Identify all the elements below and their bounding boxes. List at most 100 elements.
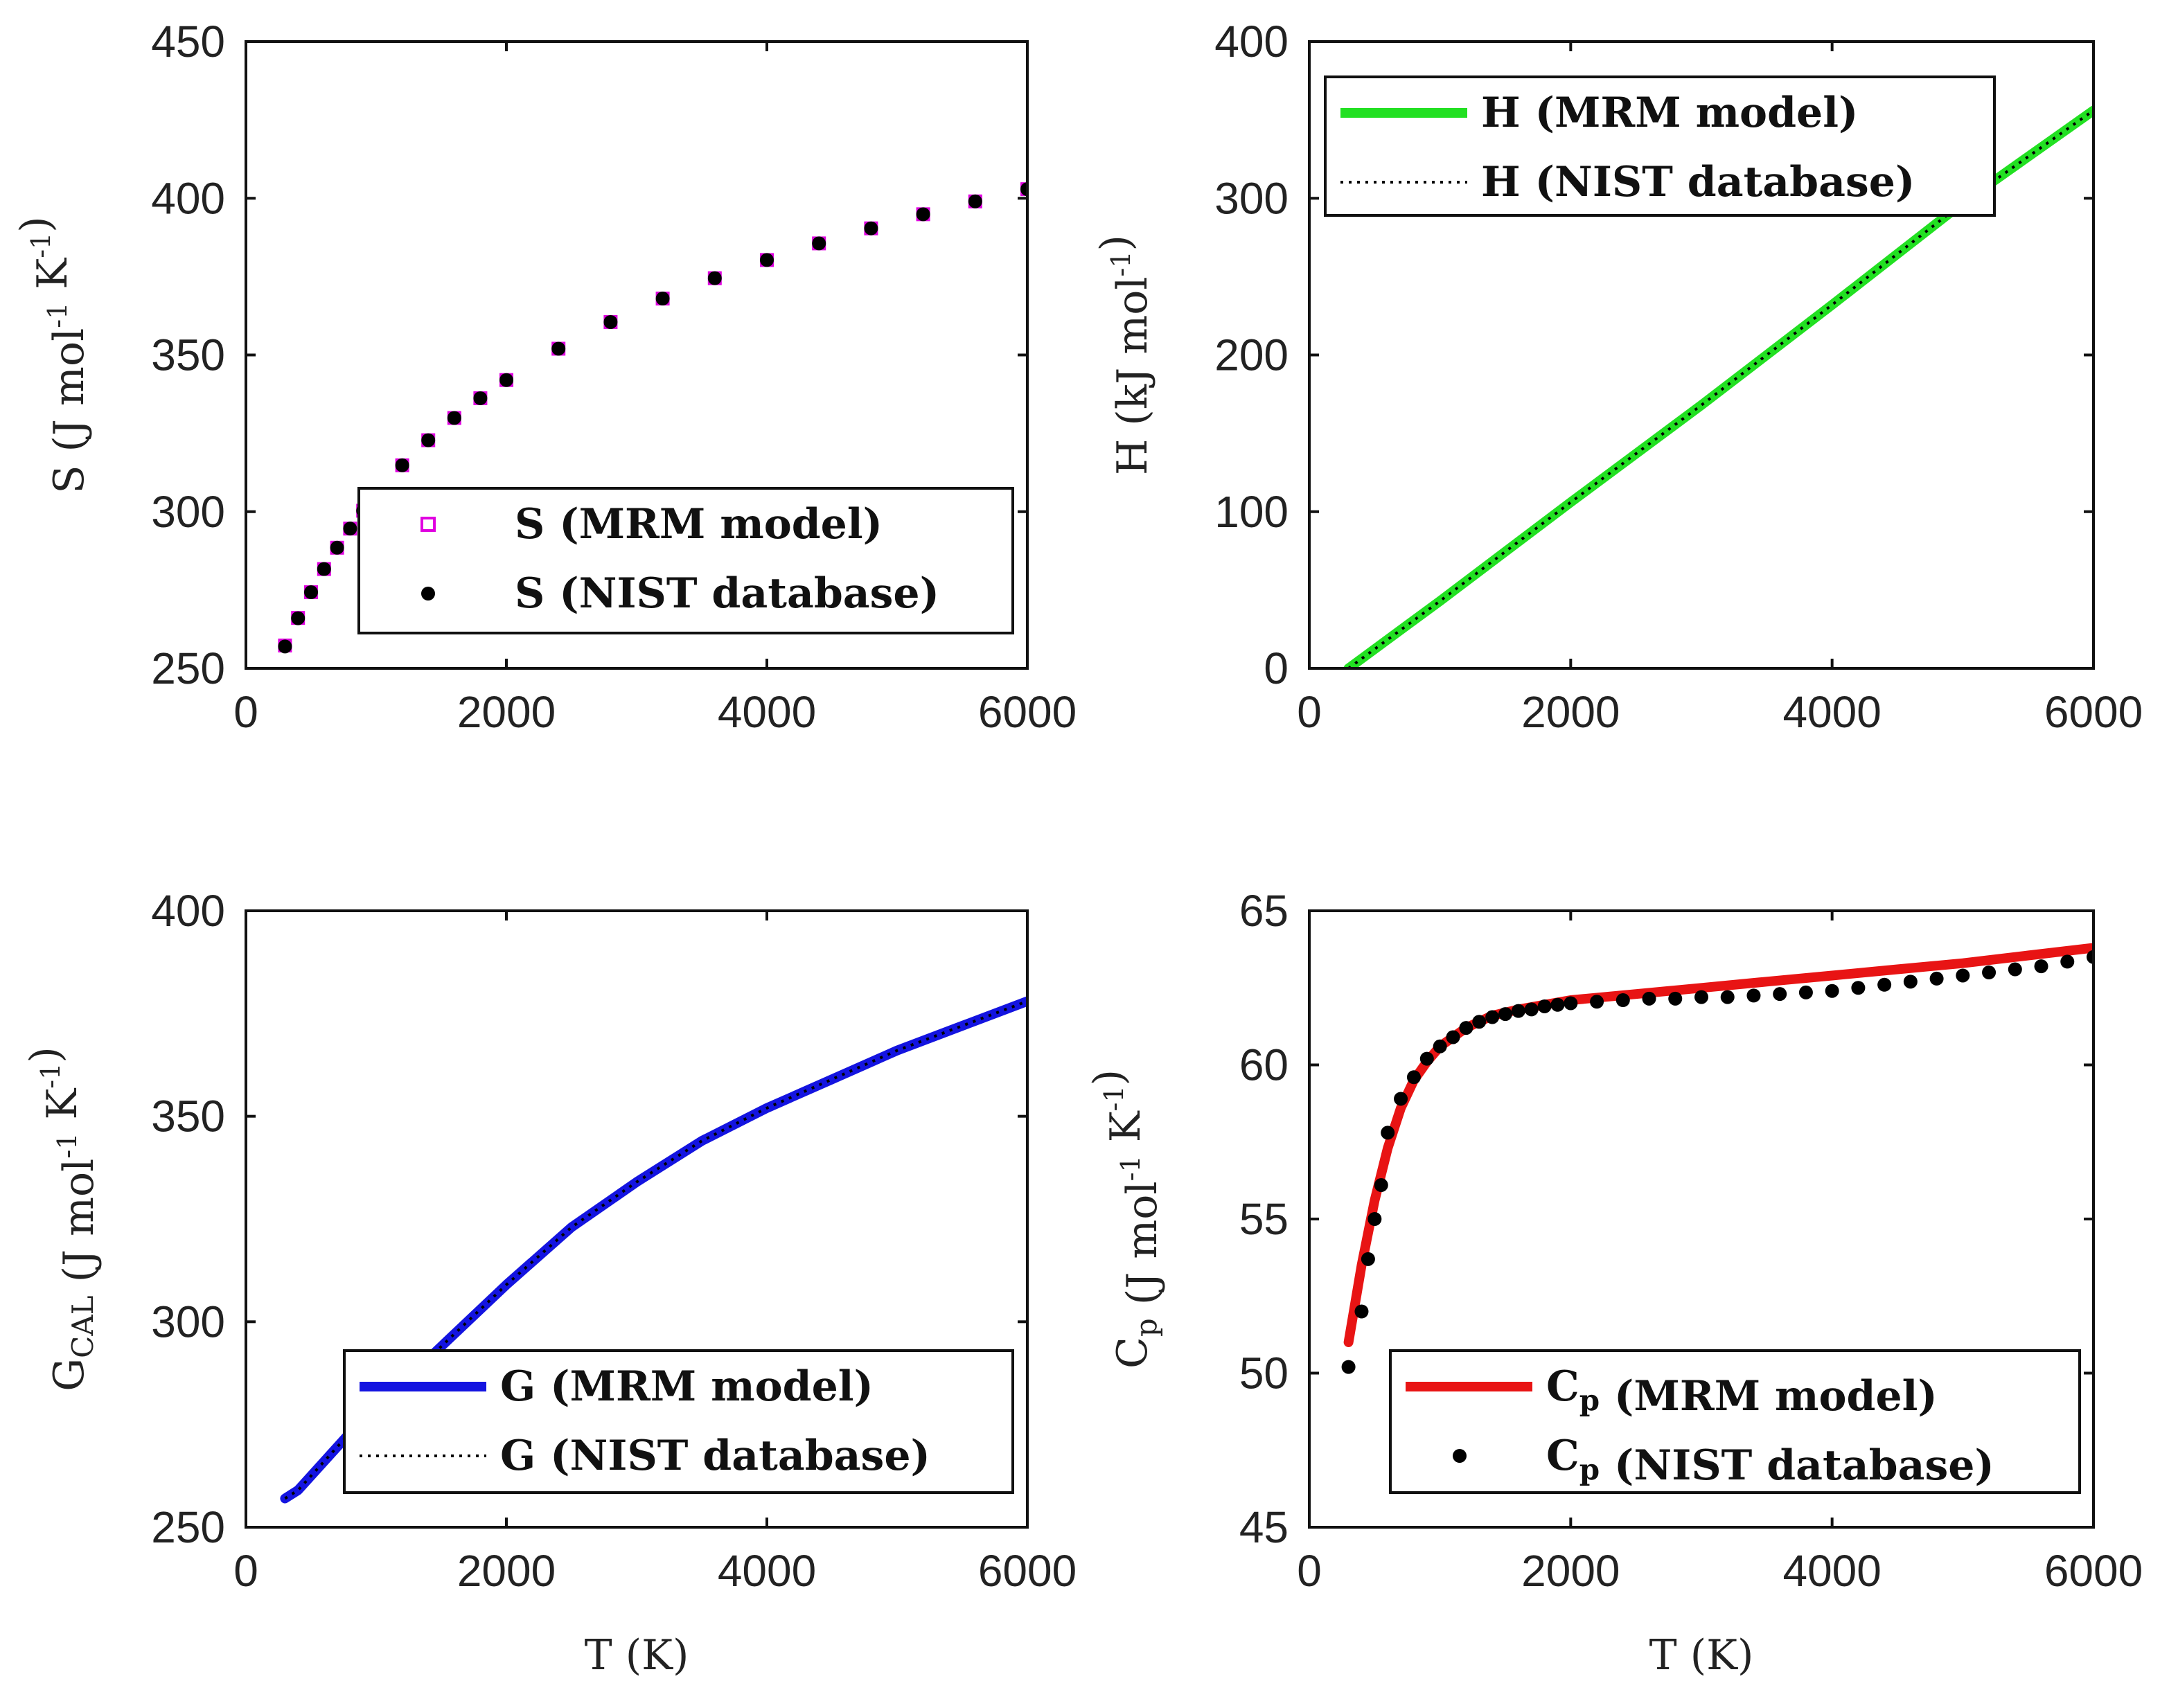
y-tick-label: 45	[1239, 1502, 1289, 1552]
series-s-nist-point	[551, 341, 566, 356]
series-group	[280, 996, 1027, 1504]
y-tick-label: 250	[151, 643, 225, 693]
series-cp-nist-point	[1564, 996, 1578, 1011]
x-tick-label: 4000	[1782, 687, 1881, 737]
series-cp-nist-point	[1511, 1004, 1525, 1018]
y-tick-label: 300	[151, 1297, 225, 1346]
series-cp-nist-point	[2087, 950, 2093, 964]
series-cp-nist-point	[2034, 959, 2048, 974]
legend: S (MRM model) S (NIST database)	[357, 487, 1014, 634]
y-tick-label: 400	[151, 886, 225, 936]
series-s-nist-point	[447, 411, 461, 425]
series-s-nist-point	[395, 458, 409, 472]
legend-entry-nist-label: Cp (NIST database)	[1546, 1432, 1994, 1490]
series-s-nist-point	[760, 253, 774, 267]
y-tick-label: 400	[151, 173, 225, 223]
series-s-nist-point	[473, 391, 488, 405]
x-tick-label: 0	[233, 1546, 258, 1596]
series-cp-nist-point	[1406, 1070, 1421, 1085]
y-tick-label: 200	[1214, 330, 1289, 380]
x-tick-label: 4000	[718, 1546, 816, 1596]
panel-s: 0 2000 4000 6000 250 300 350 400 450 S (J mol-1 K…	[12, 17, 1077, 737]
x-tick-label: 0	[1297, 687, 1322, 737]
series-cp-nist-point	[1956, 968, 1970, 983]
legend-entry-nist-label: H (NIST database)	[1481, 158, 1915, 206]
x-tick-label: 6000	[978, 1546, 1077, 1596]
series-s-nist-point	[1020, 182, 1027, 197]
y-axis-label: Cp (J mol-1 K-1)	[1085, 1069, 1167, 1369]
series-cp-nist-point	[1982, 966, 1997, 979]
y-axis-label: GCAL (J mol-1 K-1)	[21, 1047, 103, 1391]
series-s-nist-point	[968, 194, 982, 208]
legend-entry-nist-label: G (NIST database)	[500, 1432, 930, 1480]
series-cp-nist-point	[1341, 1360, 1356, 1374]
legend: Cp (MRM model) Cp (NIST database)	[1389, 1349, 2081, 1494]
series-cp-nist-point	[1537, 999, 1552, 1013]
series-cp-nist-point	[1419, 1051, 1434, 1066]
x-tick-label: 0	[233, 687, 258, 737]
series-cp-nist-point	[1773, 987, 1787, 1002]
series-s-nist-point	[291, 611, 306, 625]
series-cp-nist-point	[1459, 1021, 1473, 1035]
axes-frame	[245, 909, 1029, 1529]
series-cp-nist-point	[1668, 991, 1683, 1006]
y-tick-label: 50	[1239, 1349, 1289, 1398]
series-cp-nist-point	[1694, 990, 1708, 1004]
series-cp-nist-point	[1825, 984, 1839, 998]
y-tick-label: 250	[151, 1502, 225, 1552]
series-cp-nist-point	[1433, 1039, 1447, 1053]
series-s-nist-point	[330, 540, 344, 555]
series-s-nist-point	[916, 207, 930, 222]
panel-g: 0 2000 4000 6000 250 300 350 400 GCAL (J mol-1 K…	[21, 886, 1077, 1680]
panel-h: 0 2000 4000 6000 0 100 200 300 400 H (kJ mol-1) H …	[1092, 17, 2143, 737]
y-axis-label: S (J mol-1 K-1)	[12, 216, 94, 493]
x-tick-label: 4000	[718, 687, 816, 737]
series-s-nist-point	[421, 433, 436, 447]
series-s-nist-point	[317, 562, 331, 576]
series-s-nist-point	[304, 585, 318, 600]
y-tick-label: 350	[151, 330, 225, 380]
series-cp-nist-point	[1394, 1092, 1408, 1106]
y-tick-label: 350	[151, 1092, 225, 1141]
series-group	[1341, 943, 2093, 1374]
panel-cp: 0 2000 4000 6000 45 50 55 60 65 Cp (J mol-1 K-1) T…	[1085, 886, 2143, 1680]
legend-entry-mrm-label: H (MRM model)	[1481, 89, 1858, 137]
series-s-nist-point	[278, 639, 292, 654]
x-tick-label: 2000	[457, 1546, 556, 1596]
y-tick-label: 400	[1214, 17, 1289, 66]
x-tick-label: 2000	[1521, 1546, 1620, 1596]
x-tick-label: 6000	[2044, 1546, 2143, 1596]
y-tick-label: 60	[1239, 1040, 1289, 1090]
legend-box	[357, 487, 1014, 634]
legend-box	[1324, 75, 1996, 217]
series-cp-nist-point	[1720, 990, 1735, 1004]
series-cp-nist-point	[1524, 1002, 1539, 1017]
legend-entry-mrm-label: G (MRM model)	[500, 1362, 874, 1411]
legend-entry-mrm-label: Cp (MRM model)	[1546, 1362, 1938, 1421]
x-axis-label: T (K)	[585, 1631, 689, 1680]
series-cp-nist-point	[2008, 962, 2022, 977]
y-tick-label: 300	[1214, 173, 1289, 223]
legend-entry-nist-label: S (NIST database)	[515, 569, 939, 618]
series-s-nist-point	[812, 236, 826, 251]
legend: H (MRM model) H (NIST database)	[1324, 75, 1996, 217]
y-tick-label: 300	[151, 487, 225, 537]
y-axis-label: H (kJ mol-1)	[1092, 235, 1157, 475]
series-cp-nist-point	[1929, 971, 1944, 986]
y-tick-label: 55	[1239, 1194, 1289, 1244]
series-cp-nist-point	[1381, 1126, 1395, 1140]
series-cp-nist-point	[1903, 975, 1918, 989]
x-tick-label: 2000	[1521, 687, 1620, 737]
x-tick-label: 4000	[1782, 1546, 1881, 1596]
series-s-nist-point	[655, 292, 670, 306]
x-tick-label: 6000	[978, 687, 1077, 737]
series-cp-nist-point	[1485, 1010, 1500, 1024]
series-s-nist-point	[499, 373, 513, 387]
series-cp-nist-point	[1877, 977, 1892, 992]
series-cp-nist-point	[1615, 993, 1630, 1008]
series-cp-nist-point	[1361, 1252, 1375, 1266]
series-cp-nist-point	[1354, 1304, 1369, 1319]
y-tick-label: 0	[1264, 643, 1289, 693]
legend: G (MRM model) G (NIST database)	[343, 1349, 1014, 1494]
